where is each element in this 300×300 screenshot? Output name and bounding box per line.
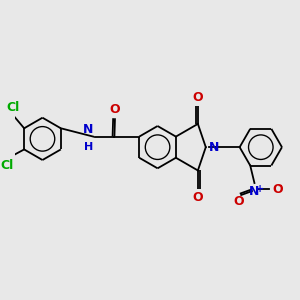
Text: O: O <box>193 91 203 103</box>
Text: O: O <box>233 195 244 208</box>
Text: +: + <box>256 184 264 194</box>
Text: O: O <box>193 191 203 204</box>
Text: H: H <box>84 142 93 152</box>
Text: N: N <box>249 185 260 198</box>
Text: N: N <box>208 141 219 154</box>
Text: Cl: Cl <box>1 159 14 172</box>
Text: N: N <box>83 123 93 136</box>
Text: Cl: Cl <box>7 100 20 114</box>
Text: -: - <box>278 181 282 191</box>
Text: O: O <box>110 103 120 116</box>
Text: O: O <box>272 183 283 196</box>
